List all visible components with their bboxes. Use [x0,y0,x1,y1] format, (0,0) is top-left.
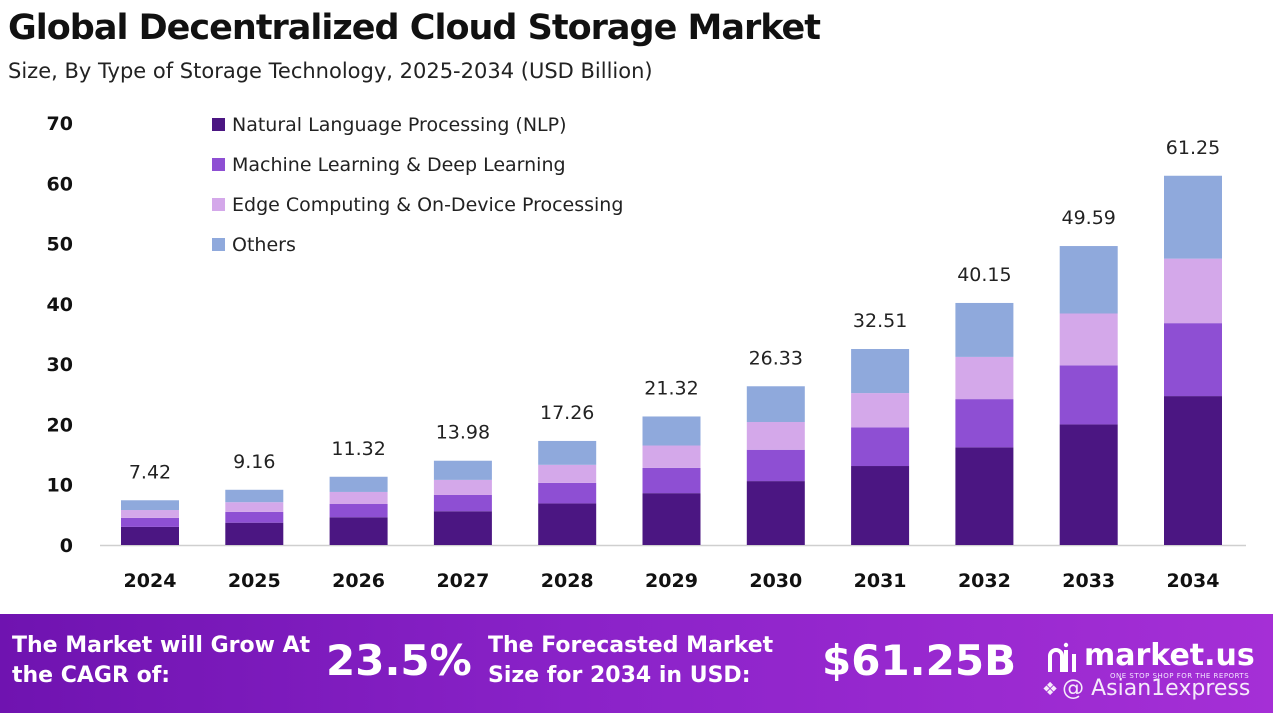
y-tick-label: 10 [47,475,73,497]
bar-segment [1164,258,1222,324]
bar-segment [538,440,597,465]
footer-banner: The Market will Grow At the CAGR of: 23.… [0,614,1273,713]
x-tick-label: 2029 [645,570,698,592]
bar-total-label: 13.98 [436,422,490,444]
bar-total-label: 40.15 [957,264,1011,286]
bar-segment [121,500,179,511]
market-us-logo-icon [1048,642,1076,672]
bar-segment [121,510,179,518]
bar-segment [121,517,179,527]
x-tick-label: 2028 [541,570,594,592]
bar-segment [642,445,701,468]
cagr-value: 23.5% [326,636,472,685]
bar-segment [642,467,701,494]
legend-swatch [212,158,225,171]
bar-total-label: 11.32 [331,438,385,460]
bar-segment [538,503,597,545]
x-tick-label: 2032 [958,570,1011,592]
bar-segment [1164,175,1222,259]
y-tick-label: 40 [47,294,73,316]
bar-total-label: 26.33 [749,347,803,369]
bar-segment [225,502,284,512]
bar-segment [329,476,388,492]
forecast-value: $61.25B [822,636,1017,685]
bar-segment [1059,424,1118,545]
bar-total-label: 49.59 [1061,207,1115,229]
brand-name: market.us [1084,638,1255,673]
watermark-text: @ Asian1express [1062,676,1251,701]
chart-title: Global Decentralized Cloud Storage Marke… [8,8,821,48]
bar-segment [1059,365,1118,425]
legend-label: Natural Language Processing (NLP) [232,114,567,136]
y-tick-label: 0 [60,535,73,557]
y-tick-label: 60 [47,173,73,195]
y-tick-label: 70 [47,113,73,135]
bar-total-label: 9.16 [233,451,275,473]
bar-segment [433,511,492,545]
y-tick-label: 30 [47,354,73,376]
forecast-label: The Forecasted Market Size for 2034 in U… [488,633,774,688]
bar-segment [955,399,1014,448]
legend-label: Others [232,234,296,256]
bar-segment [1164,323,1222,397]
bar-segment [538,482,597,504]
bar-segment [225,489,284,503]
legend-swatch [212,238,225,251]
brand-tagline: ONE STOP SHOP FOR THE REPORTS [1110,672,1250,680]
cagr-label: The Market will Grow At the CAGR of: [12,633,311,688]
legend-label: Edge Computing & On-Device Processing [232,194,623,216]
bar-segment [642,493,701,545]
watermark-diamond-icon: ❖ [1042,679,1059,700]
bar-total-label: 17.26 [540,402,594,424]
bar-total-label: 32.51 [853,310,907,332]
x-tick-label: 2027 [436,570,489,592]
y-tick-label: 50 [47,234,73,256]
bar-segment [642,416,701,446]
bar-segment [1059,313,1118,366]
bar-segment [851,349,910,394]
bar-segment [225,522,284,545]
bar-segment [955,302,1014,357]
bar-segment [433,494,492,512]
bar-segment [851,466,910,545]
legend-swatch [212,118,225,131]
bar-segment [851,427,910,467]
bar-total-label: 61.25 [1166,137,1220,159]
x-tick-label: 2030 [749,570,802,592]
y-tick-label: 20 [47,414,73,436]
x-tick-label: 2026 [332,570,385,592]
bar-segment [746,481,805,545]
bar-segment [955,356,1014,400]
bar-segment [225,511,284,523]
legend-swatch [212,198,225,211]
bar-segment [329,491,388,505]
bar-segment [538,464,597,483]
bar-total-label: 7.42 [129,461,171,483]
x-tick-label: 2025 [228,570,281,592]
bar-total-label: 21.32 [644,377,698,399]
bar-segment [1164,396,1222,545]
bar-segment [955,447,1014,545]
x-tick-label: 2034 [1167,570,1220,592]
bar-segment [746,449,805,482]
watermark: ❖ @ Asian1express [1042,676,1250,701]
x-tick-label: 2033 [1062,570,1115,592]
stacked-bar-chart: 0102030405060707.4220249.16202511.322026… [47,113,1246,592]
legend-label: Machine Learning & Deep Learning [232,154,566,176]
x-tick-label: 2024 [124,570,177,592]
bar-segment [329,504,388,518]
bar-segment [329,517,388,545]
bar-segment [1059,246,1118,314]
chart-subtitle: Size, By Type of Storage Technology, 202… [8,59,653,83]
bar-segment [851,393,910,428]
bar-segment [746,422,805,450]
x-tick-label: 2031 [854,570,907,592]
bar-segment [746,386,805,423]
bar-segment [121,526,179,545]
bar-segment [433,460,492,480]
bar-segment [433,479,492,495]
